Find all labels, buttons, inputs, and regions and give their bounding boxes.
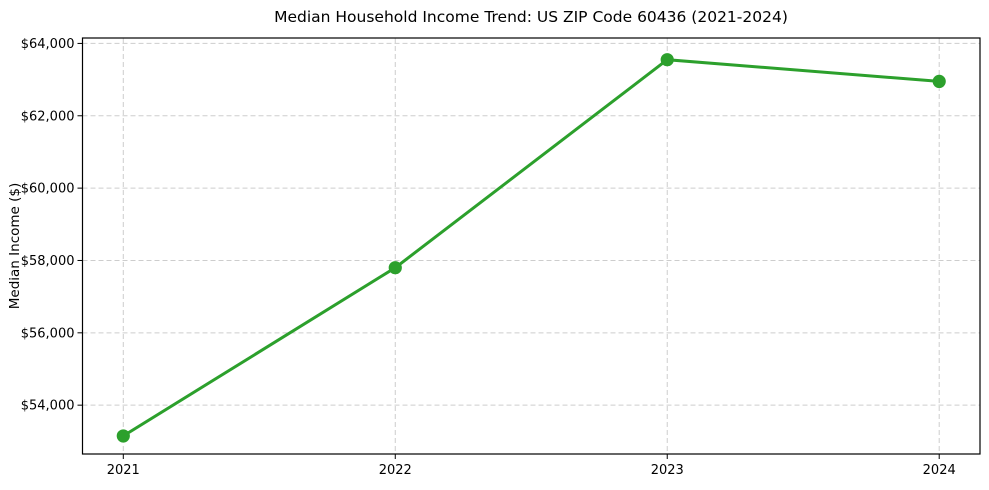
data-point-marker bbox=[388, 261, 402, 275]
x-tick-label: 2022 bbox=[379, 463, 412, 478]
plot-border bbox=[81, 37, 981, 455]
data-point-marker bbox=[932, 74, 946, 89]
chart-title: Median Household Income Trend: US ZIP Co… bbox=[274, 8, 788, 26]
y-tick-label: $62,000 bbox=[21, 109, 75, 124]
y-tick-label: $56,000 bbox=[21, 326, 75, 341]
data-line bbox=[121, 58, 941, 438]
x-tick-label: 2021 bbox=[107, 463, 140, 478]
x-tick-label: 2024 bbox=[923, 463, 956, 478]
y-tick-label: $60,000 bbox=[21, 182, 75, 197]
x-tick-label: 2023 bbox=[651, 463, 684, 478]
data-point-marker bbox=[660, 53, 674, 67]
data-point-marker bbox=[116, 429, 130, 443]
y-tick-label: $64,000 bbox=[21, 37, 75, 52]
y-tick-label: $54,000 bbox=[21, 399, 75, 414]
y-tick-label: $58,000 bbox=[21, 254, 75, 269]
